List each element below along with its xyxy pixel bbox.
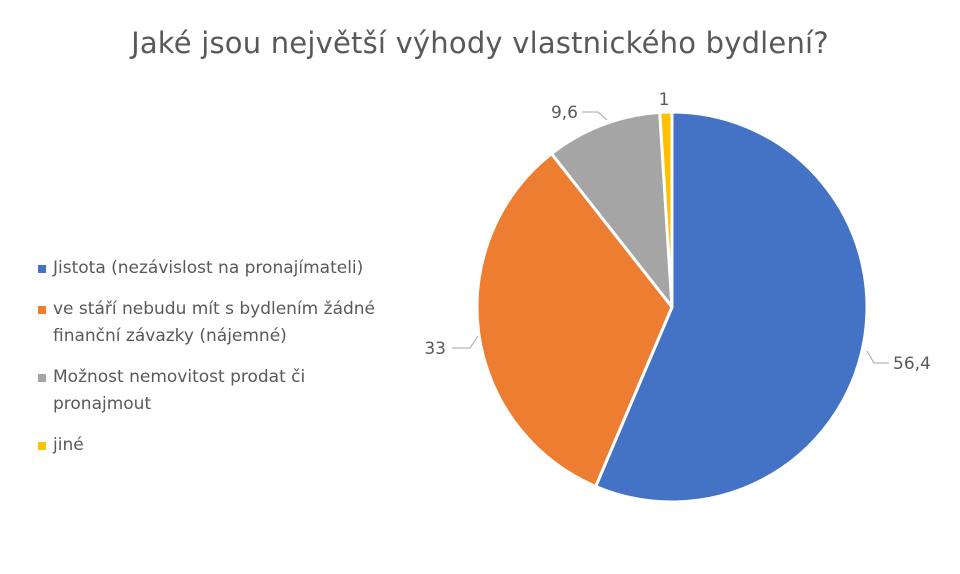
legend-item-jistota: Jistota (nezávislost na pronajímateli) — [38, 255, 398, 282]
pie-slice-jine — [658, 110, 674, 309]
legend-label-jistota: Jistota (nezávislost na pronajímateli) — [53, 258, 364, 278]
data-label-jine: 1 — [659, 90, 670, 110]
chart-title: Jaké jsou největší výhody vlastnického b… — [131, 26, 829, 60]
legend-item-moznost: Možnost nemovitost prodat či pronajmout — [38, 364, 398, 418]
data-label-moznost: 9,6 — [551, 103, 578, 123]
legend-swatch-jine — [38, 442, 46, 450]
legend-swatch-ve-stari — [38, 306, 46, 314]
pie-slice-jistota — [594, 110, 869, 504]
legend-swatch-moznost — [38, 374, 46, 382]
legend-label-jine: jiné — [53, 435, 84, 455]
legend-swatch-jistota — [38, 265, 46, 273]
legend-item-ve-stari: ve stáří nebudu mít s bydlením žádné fin… — [38, 296, 398, 350]
data-label-ve-stari: 33 — [424, 339, 446, 359]
leader-line-jistota — [866, 350, 889, 364]
data-label-jistota: 56,4 — [893, 354, 931, 374]
legend-item-jine: jiné — [38, 432, 398, 459]
legend: Jistota (nezávislost na pronajímateli) v… — [38, 255, 398, 473]
pie-slice-ve-stari — [475, 152, 674, 488]
leader-line-moznost — [582, 111, 608, 121]
legend-label-ve-stari: ve stáří nebudu mít s bydlením žádné fin… — [53, 299, 376, 346]
leader-line-ve-stari — [452, 335, 479, 349]
pie-slice-moznost — [550, 110, 674, 309]
legend-label-moznost: Možnost nemovitost prodat či pronajmout — [53, 367, 306, 414]
